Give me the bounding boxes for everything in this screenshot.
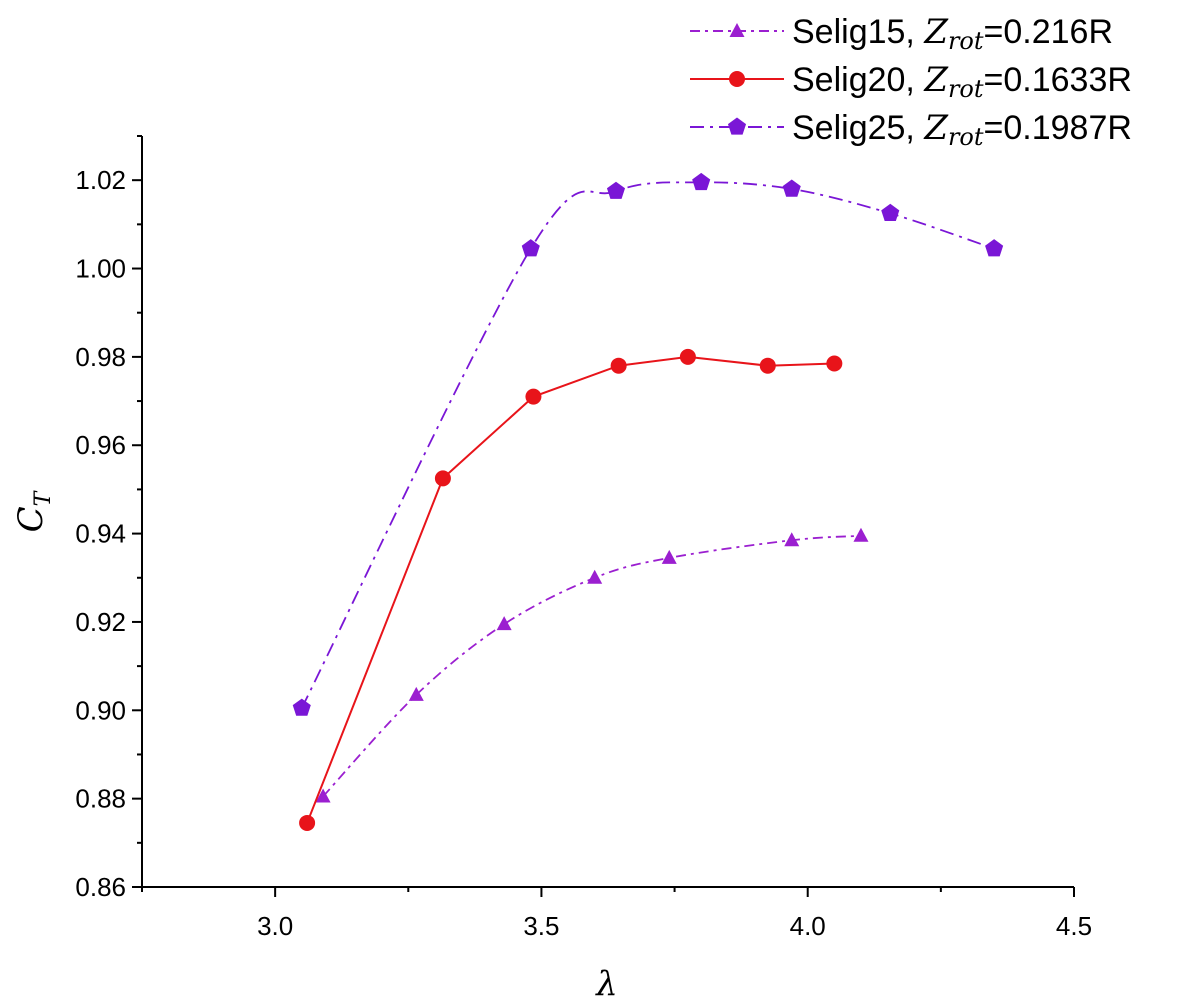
axes: 3.0 3.5 4.0 4.5 0.86 0.88 0.90 0.92 0.94 0.96 0.98… <box>75 135 1092 941</box>
data-point <box>679 348 696 365</box>
data-point <box>826 355 843 372</box>
legend-label: Selig25, Zrot=0.1987R <box>792 108 1132 151</box>
x-tick-label: 3.5 <box>523 911 559 941</box>
data-point <box>299 814 316 831</box>
data-point <box>759 357 776 374</box>
svg-text:CT: CT <box>11 489 56 532</box>
legend-item-selig20: Selig20, Zrot=0.1633R <box>690 60 1132 103</box>
data-point <box>881 203 900 221</box>
data-point <box>782 179 801 197</box>
y-tick-label: 0.92 <box>75 607 126 637</box>
data-point <box>525 388 542 405</box>
plot-area <box>292 172 1004 831</box>
y-axis-label: CT <box>11 489 56 532</box>
series-line <box>306 355 835 824</box>
data-point <box>853 527 869 542</box>
data-point <box>610 357 627 374</box>
y-tick-label: 0.96 <box>75 430 126 460</box>
data-point <box>661 549 677 564</box>
data-point <box>496 616 512 631</box>
data-point <box>587 569 603 584</box>
legend-label: Selig20, Zrot=0.1633R <box>792 60 1132 103</box>
data-point <box>692 172 711 191</box>
y-tick-label: 0.98 <box>75 342 126 372</box>
series-selig25 <box>292 172 1004 716</box>
y-tick-label: 0.88 <box>75 784 126 814</box>
x-tick-label: 4.5 <box>1056 911 1092 941</box>
data-point <box>784 532 800 547</box>
x-tick-label: 4.0 <box>790 911 826 941</box>
y-tick-label: 1.00 <box>75 254 126 284</box>
series-selig20 <box>299 348 843 831</box>
y-tick-label: 0.94 <box>75 519 126 549</box>
data-point <box>985 239 1004 257</box>
legend: Selig15, Zrot=0.216R Selig20, Zrot=0.1633… <box>690 12 1132 151</box>
legend-item-selig15: Selig15, Zrot=0.216R <box>690 12 1113 55</box>
x-tick-label: 3.0 <box>257 911 293 941</box>
series-line <box>300 181 995 709</box>
legend-label: Selig15, Zrot=0.216R <box>792 12 1113 55</box>
y-axis-label-sub: T <box>31 489 56 506</box>
legend-marker <box>729 71 745 87</box>
y-axis-label-main: C <box>11 506 51 532</box>
legend-item-selig25: Selig25, Zrot=0.1987R <box>690 108 1132 151</box>
y-tick-label: 1.02 <box>75 165 126 195</box>
legend-marker <box>729 23 745 37</box>
legend-marker <box>727 117 747 135</box>
x-axis-label: λ <box>594 964 618 1004</box>
y-tick-label: 0.90 <box>75 695 126 725</box>
y-tick-label: 0.86 <box>75 872 126 902</box>
data-point <box>315 788 331 803</box>
data-point <box>292 698 311 716</box>
data-point <box>521 239 540 257</box>
data-point <box>434 470 451 487</box>
data-point <box>606 181 626 199</box>
series-selig15 <box>315 527 869 803</box>
data-point <box>408 686 424 701</box>
